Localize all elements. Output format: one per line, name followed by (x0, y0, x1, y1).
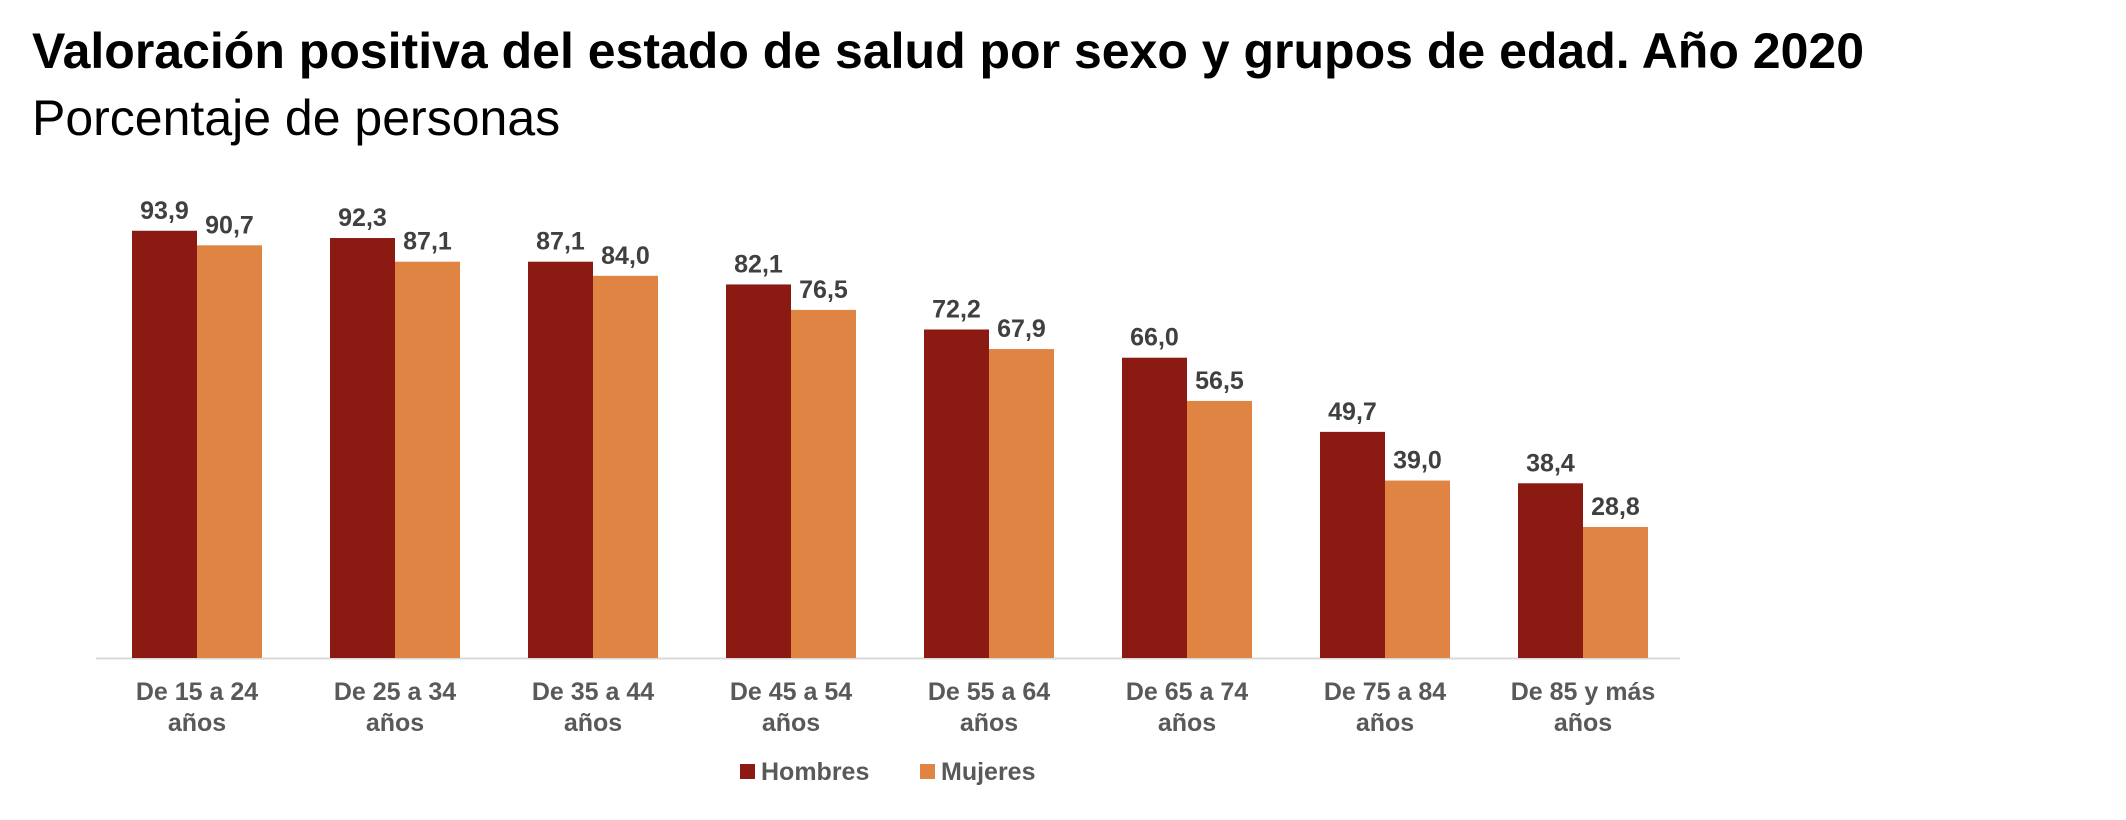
x-tick-label-6-0: De 75 a 84 (1324, 678, 1446, 706)
bar-mujeres-7 (1583, 526, 1648, 658)
data-label-mujeres-0: 90,7 (205, 211, 254, 239)
legend-label-hombres: Hombres (761, 758, 869, 786)
bar-hombres-6 (1320, 431, 1385, 658)
x-tick-label-4-0: De 55 a 64 (928, 678, 1050, 706)
legend-swatch-hombres (740, 764, 755, 779)
x-tick-label-7-1: años (1554, 709, 1612, 737)
data-label-mujeres-3: 76,5 (799, 276, 848, 304)
x-tick-label-6-1: años (1356, 709, 1414, 737)
bar-hombres-0 (132, 230, 197, 658)
data-label-hombres-0: 93,9 (140, 197, 189, 225)
legend-swatch-mujeres (920, 764, 935, 779)
x-tick-label-3-1: años (762, 709, 820, 737)
data-label-mujeres-6: 39,0 (1393, 447, 1442, 475)
data-label-hombres-6: 49,7 (1328, 398, 1377, 426)
x-tick-label-0-0: De 15 a 24 (136, 678, 258, 706)
data-label-hombres-7: 38,4 (1526, 449, 1575, 477)
data-label-mujeres-2: 84,0 (601, 242, 650, 270)
x-tick-label-2-1: años (564, 709, 622, 737)
chart-title: Valoración positiva del estado de salud … (32, 23, 1865, 79)
bar-mujeres-3 (791, 309, 856, 658)
x-tick-label-7-0: De 85 y más (1511, 678, 1656, 706)
x-tick-label-5-1: años (1158, 709, 1216, 737)
x-tick-label-1-1: años (366, 709, 424, 737)
x-tick-label-4-1: años (960, 709, 1018, 737)
legend-label-mujeres: Mujeres (941, 758, 1035, 786)
x-tick-label-1-0: De 25 a 34 (334, 678, 456, 706)
data-label-hombres-5: 66,0 (1130, 324, 1179, 352)
bar-hombres-2 (528, 261, 593, 658)
x-tick-label-2-0: De 35 a 44 (532, 678, 654, 706)
chart-subtitle: Porcentaje de personas (32, 90, 561, 146)
data-label-mujeres-1: 87,1 (403, 228, 452, 256)
bar-mujeres-4 (989, 349, 1054, 658)
bar-mujeres-1 (395, 261, 460, 658)
data-label-hombres-1: 92,3 (338, 204, 387, 232)
bar-hombres-5 (1122, 357, 1187, 658)
bar-mujeres-2 (593, 275, 658, 658)
x-tick-label-0-1: años (168, 709, 226, 737)
bar-hombres-3 (726, 284, 791, 658)
bar-mujeres-6 (1385, 480, 1450, 658)
bar-mujeres-0 (197, 245, 262, 658)
x-tick-label-5-0: De 65 a 74 (1126, 678, 1248, 706)
data-label-mujeres-4: 67,9 (997, 315, 1046, 343)
bar-hombres-7 (1518, 483, 1583, 658)
bar-hombres-1 (330, 238, 395, 658)
bar-mujeres-5 (1187, 400, 1252, 658)
data-label-hombres-2: 87,1 (536, 228, 585, 256)
bar-hombres-4 (924, 329, 989, 658)
data-label-hombres-3: 82,1 (734, 250, 783, 278)
data-label-mujeres-7: 28,8 (1591, 493, 1640, 521)
x-tick-label-3-0: De 45 a 54 (730, 678, 852, 706)
data-label-hombres-4: 72,2 (932, 295, 981, 323)
data-label-mujeres-5: 56,5 (1195, 367, 1244, 395)
